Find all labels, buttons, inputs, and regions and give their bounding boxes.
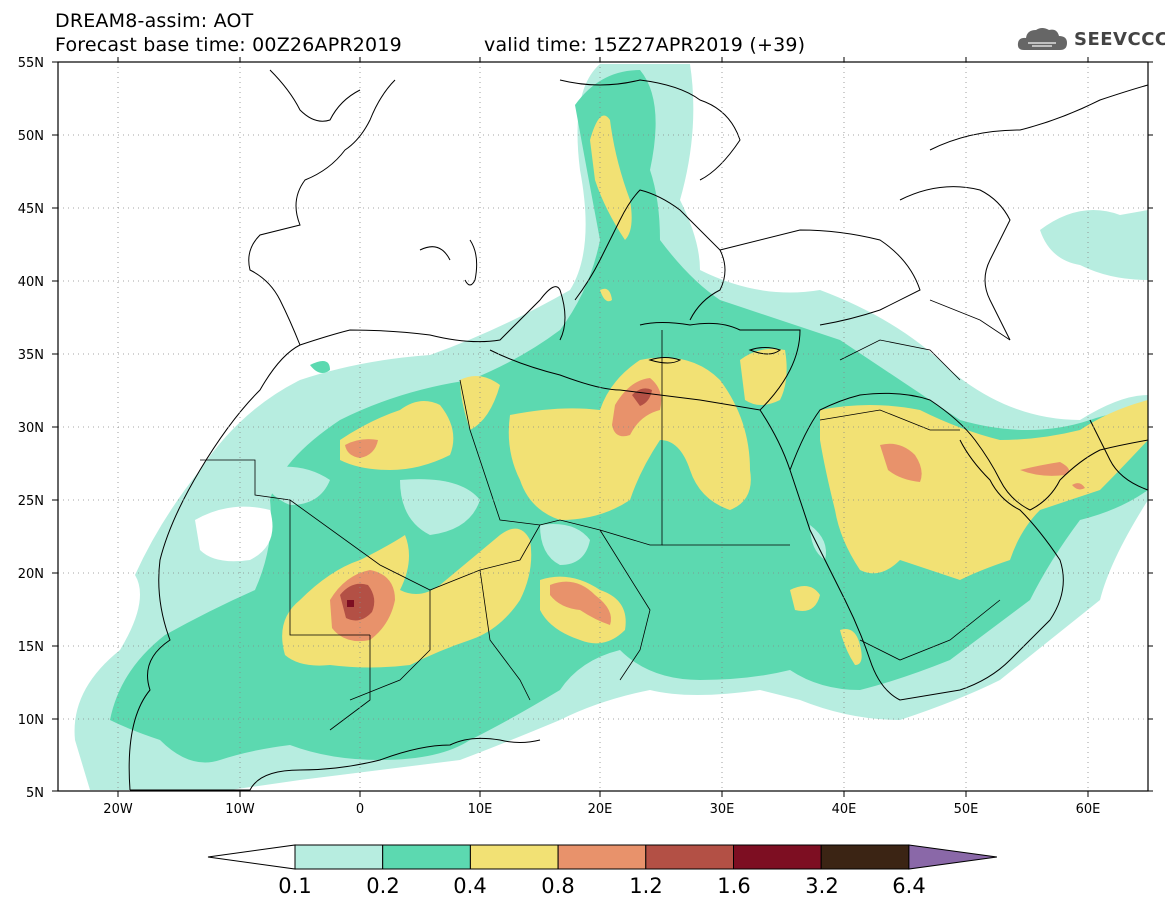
- cloud-icon: [1017, 28, 1067, 50]
- lon-label: 40E: [832, 802, 857, 817]
- tick-marks: [52, 57, 1153, 797]
- valid-time: valid time: 15Z27APR2019 (+39): [484, 34, 806, 56]
- lat-label: 20N: [18, 567, 44, 582]
- forecast-base-time: Forecast base time: 00Z26APR2019: [55, 34, 402, 56]
- grid-lines: [58, 62, 1148, 791]
- logo-text: SEEVCCC: [1074, 28, 1165, 50]
- model-title: DREAM8-assim: AOT: [55, 10, 254, 32]
- longitude-labels: 20W 10W 0 10E 20E 30E 40E 50E 60E: [103, 802, 1100, 817]
- lat-label: 45N: [18, 202, 44, 217]
- lat-label: 55N: [18, 56, 44, 71]
- lon-label: 30E: [710, 802, 735, 817]
- lat-label: 5N: [26, 786, 44, 801]
- latitude-labels: 55N 50N 45N 40N 35N 30N 25N 20N 15N 10N …: [18, 56, 44, 801]
- lon-label: 10W: [225, 802, 255, 817]
- lat-label: 30N: [18, 421, 44, 436]
- lat-label: 25N: [18, 494, 44, 509]
- lat-label: 35N: [18, 348, 44, 363]
- lat-label: 40N: [18, 275, 44, 290]
- seevccc-logo: SEEVCCC: [1016, 24, 1165, 54]
- lon-label: 0: [356, 802, 364, 817]
- lon-label: 10E: [468, 802, 493, 817]
- lon-label: 20W: [103, 802, 133, 817]
- coastlines: [128, 69, 1148, 791]
- aot-field: [74, 64, 1148, 790]
- lon-label: 50E: [954, 802, 979, 817]
- country-borders: [200, 299, 1011, 731]
- lon-label: 60E: [1076, 802, 1101, 817]
- lat-label: 50N: [18, 129, 44, 144]
- lat-label: 15N: [18, 640, 44, 655]
- lat-label: 10N: [18, 713, 44, 728]
- lon-label: 20E: [588, 802, 613, 817]
